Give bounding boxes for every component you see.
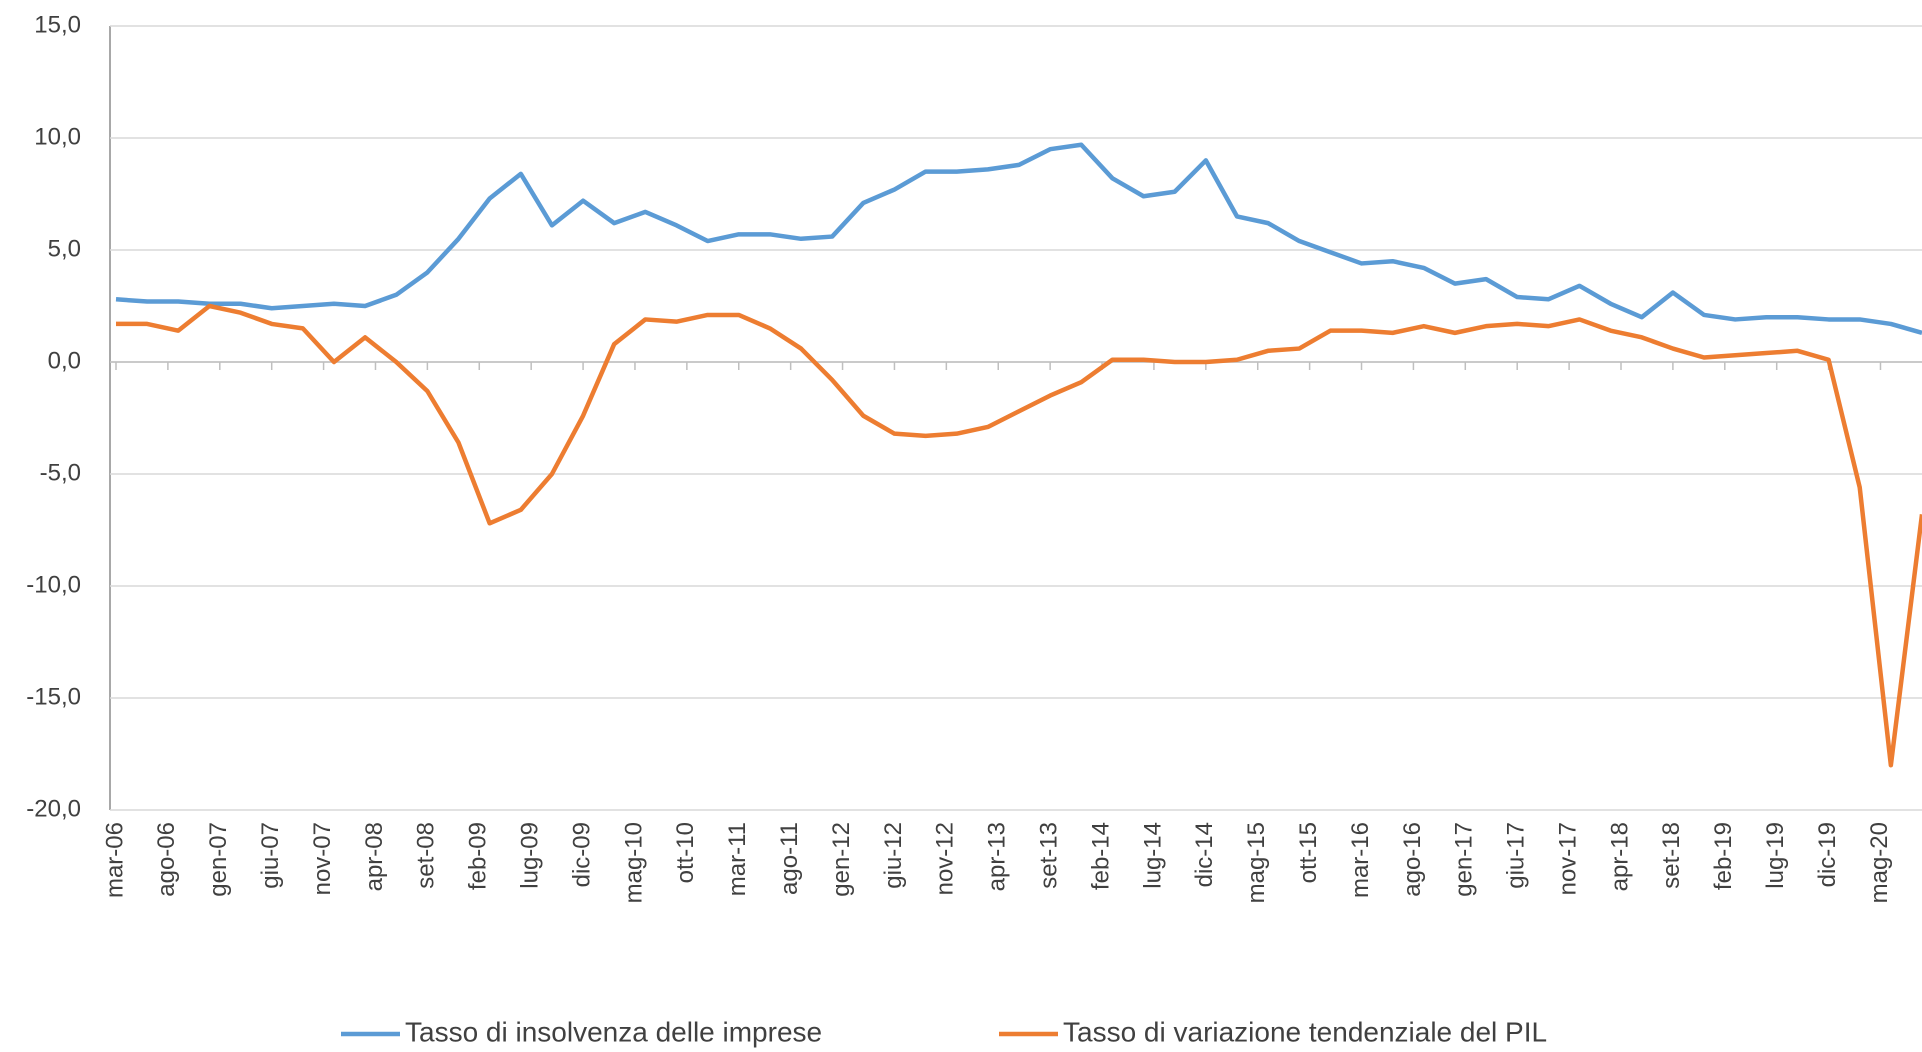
x-tick-label: apr-13 (984, 822, 1011, 891)
y-tick-label: 10,0 (34, 123, 81, 150)
x-tick-label: apr-08 (361, 822, 388, 891)
x-tick-label: nov-17 (1554, 822, 1581, 895)
x-tick-label: nov-07 (309, 822, 336, 895)
x-tick-label: nov-12 (932, 822, 959, 895)
y-tick-label: 15,0 (34, 11, 81, 38)
x-tick-label: feb-14 (1087, 822, 1114, 890)
x-tick-label: ago-06 (153, 822, 180, 897)
series-line (116, 303, 1922, 768)
x-tick-label: ago-11 (776, 822, 803, 895)
x-tick-label: apr-18 (1606, 822, 1633, 891)
x-tick-label: mar-11 (724, 822, 751, 896)
x-tick-label: gen-12 (828, 822, 855, 897)
x-tick-label: set-08 (413, 822, 440, 889)
x-tick-label: ott-15 (1295, 822, 1322, 883)
x-tick-label: set-13 (1035, 822, 1062, 889)
x-tick-label: mag-10 (620, 822, 647, 903)
y-tick-label: 0,0 (48, 347, 81, 374)
x-tick-label: lug-14 (1139, 822, 1166, 889)
x-tick-label: giu-17 (1503, 822, 1530, 889)
x-tick-label: gen-17 (1451, 822, 1478, 897)
y-tick-label: 5,0 (48, 235, 81, 262)
x-tick-label: mag-20 (1866, 822, 1893, 903)
x-tick-label: set-18 (1658, 822, 1685, 889)
x-tick-label: mag-15 (1243, 822, 1270, 903)
x-tick-label: feb-19 (1710, 822, 1737, 890)
x-tick-label: lug-09 (517, 822, 544, 889)
x-tick-label: ago-16 (1399, 822, 1426, 897)
x-tick-label: ott-10 (672, 822, 699, 883)
x-tick-label: gen-07 (205, 822, 232, 897)
x-tick-label: dic-09 (568, 822, 595, 887)
x-tick-label: dic-19 (1814, 822, 1841, 887)
legend-label: Tasso di insolvenza delle imprese (405, 1016, 822, 1047)
x-tick-label: dic-14 (1191, 822, 1218, 887)
x-tick-label: giu-07 (257, 822, 284, 889)
y-tick-label: -5,0 (40, 459, 81, 486)
y-tick-label: -10,0 (26, 571, 81, 598)
x-tick-label: lug-19 (1762, 822, 1789, 889)
x-tick-label: feb-09 (465, 822, 492, 890)
legend-label: Tasso di variazione tendenziale del PIL (1063, 1016, 1547, 1047)
x-tick-label: giu-12 (880, 822, 907, 889)
y-tick-label: -20,0 (26, 795, 81, 822)
x-tick-label: mar-16 (1347, 822, 1374, 898)
x-tick-label: mar-06 (101, 822, 128, 898)
y-tick-label: -15,0 (26, 683, 81, 710)
series-line (115, 142, 1922, 336)
